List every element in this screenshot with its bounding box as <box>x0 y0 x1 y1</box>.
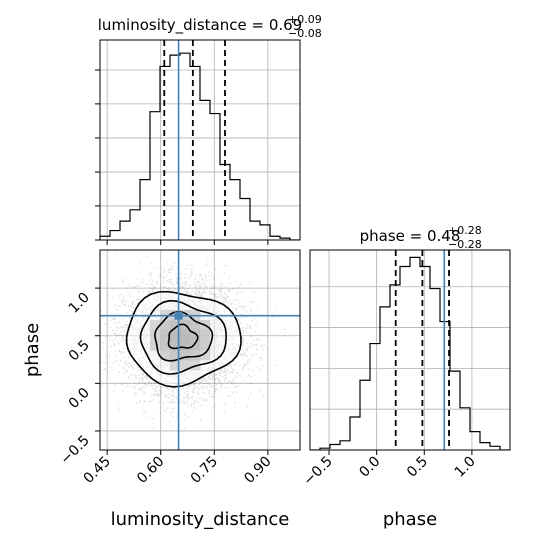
title-luminosity-distance-minus: −0.08 <box>288 27 322 40</box>
grid-lines <box>310 250 510 451</box>
y-tick-label: 0.0 <box>66 385 93 412</box>
y-tick-label: 0.5 <box>66 337 93 364</box>
xlabel-phase: phase <box>383 509 437 530</box>
x-tick-label: 1.0 <box>452 454 479 481</box>
contour-line <box>167 323 199 350</box>
xlabel-luminosity-distance: luminosity_distance <box>111 509 290 530</box>
title-phase-minus: −0.28 <box>448 238 482 251</box>
title-phase-plus: +0.28 <box>448 224 482 237</box>
quantile-lines <box>163 40 226 240</box>
x-tick-label: 0.45 <box>81 454 114 487</box>
title-luminosity-distance-plus: +0.09 <box>288 13 322 26</box>
histogram-luminosity-distance <box>100 52 300 240</box>
panel-phase-hist: phase = 0.48 +0.28 −0.28 <box>309 224 511 455</box>
x-tick-label: −0.5 <box>301 454 336 489</box>
panel-frame <box>309 249 511 451</box>
truth-marker <box>174 311 183 320</box>
panel-frame <box>99 249 301 451</box>
histogram-step <box>310 256 510 450</box>
x-tick-label: 0.60 <box>134 454 167 487</box>
panel-frame <box>99 39 301 241</box>
title-phase: phase = 0.48 <box>360 227 461 245</box>
histogram-phase <box>310 256 510 450</box>
axis-ticks <box>95 287 269 455</box>
contour-lines <box>125 290 242 388</box>
x-tick-label: 0.0 <box>356 454 383 481</box>
axis-ticks <box>328 450 473 455</box>
panel-luminosity-distance-hist: luminosity_distance = 0.69 +0.09 −0.08 <box>95 13 322 245</box>
title-luminosity-distance: luminosity_distance = 0.69 <box>98 16 302 35</box>
truth-lines <box>100 250 300 450</box>
ylabel-phase: phase <box>22 323 43 377</box>
y-tick-label: 1.0 <box>66 290 93 317</box>
contour-line <box>154 310 214 362</box>
y-tick-label: −0.5 <box>57 432 92 467</box>
quantile-lines <box>394 250 450 450</box>
x-tick-label: 0.5 <box>404 454 431 481</box>
contour-line <box>125 290 242 388</box>
x-tick-label: 0.90 <box>241 454 274 487</box>
panel-joint <box>95 249 301 455</box>
histogram-step <box>100 52 300 240</box>
x-tick-label: 0.75 <box>188 454 221 487</box>
axis-ticks <box>95 69 269 245</box>
contour-line <box>139 299 227 375</box>
